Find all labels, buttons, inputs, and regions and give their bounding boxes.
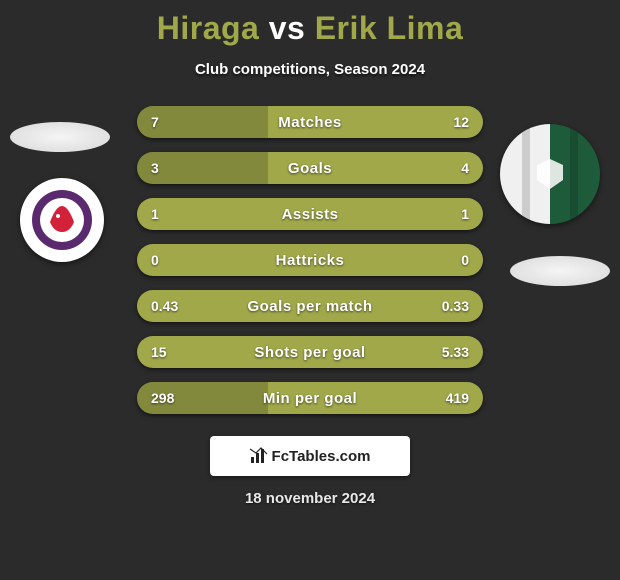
stat-label: Assists [282, 206, 339, 223]
left-ellipse-decoration [10, 122, 110, 152]
stat-row: 3 Goals 4 [137, 152, 483, 184]
stat-value-right: 419 [446, 390, 469, 406]
brand-footer[interactable]: FcTables.com [210, 436, 410, 476]
stat-row: 298 Min per goal 419 [137, 382, 483, 414]
stat-value-left: 7 [151, 114, 159, 130]
stat-row: 7 Matches 12 [137, 106, 483, 138]
brand-text: FcTables.com [272, 448, 371, 465]
stat-row: 15 Shots per goal 5.33 [137, 336, 483, 368]
subtitle: Club competitions, Season 2024 [0, 61, 620, 78]
stat-value-right: 0.33 [442, 298, 469, 314]
bar-chart-icon [250, 447, 268, 465]
stat-label: Matches [278, 114, 342, 131]
stats-bar-list: 7 Matches 12 3 Goals 4 1 Assists 1 0 Hattricks 0 0.4… [137, 106, 483, 414]
stat-row: 0.43 Goals per match 0.33 [137, 290, 483, 322]
stat-value-left: 15 [151, 344, 167, 360]
stat-value-right: 5.33 [442, 344, 469, 360]
stat-value-right: 0 [461, 252, 469, 268]
player1-name: Hiraga [157, 10, 260, 46]
kyoto-sanga-icon [30, 188, 94, 252]
stat-value-right: 4 [461, 160, 469, 176]
title-vs: vs [269, 10, 306, 46]
generated-date: 18 november 2024 [0, 490, 620, 507]
stat-row: 1 Assists 1 [137, 198, 483, 230]
stat-label: Min per goal [263, 390, 357, 407]
stat-value-left: 0.43 [151, 298, 178, 314]
right-ellipse-decoration [510, 256, 610, 286]
player1-club-badge [20, 178, 104, 262]
stat-value-right: 12 [453, 114, 469, 130]
stat-value-left: 0 [151, 252, 159, 268]
player2-club-badge [500, 124, 600, 224]
stat-row: 0 Hattricks 0 [137, 244, 483, 276]
stat-label: Shots per goal [254, 344, 365, 361]
stat-label: Hattricks [276, 252, 345, 269]
stat-value-left: 1 [151, 206, 159, 222]
comparison-title: Hiraga vs Erik Lima [0, 0, 620, 47]
player2-name: Erik Lima [315, 10, 464, 46]
stat-label: Goals [288, 160, 332, 177]
stat-value-left: 298 [151, 390, 174, 406]
stat-value-left: 3 [151, 160, 159, 176]
stat-label: Goals per match [247, 298, 372, 315]
stat-value-right: 1 [461, 206, 469, 222]
